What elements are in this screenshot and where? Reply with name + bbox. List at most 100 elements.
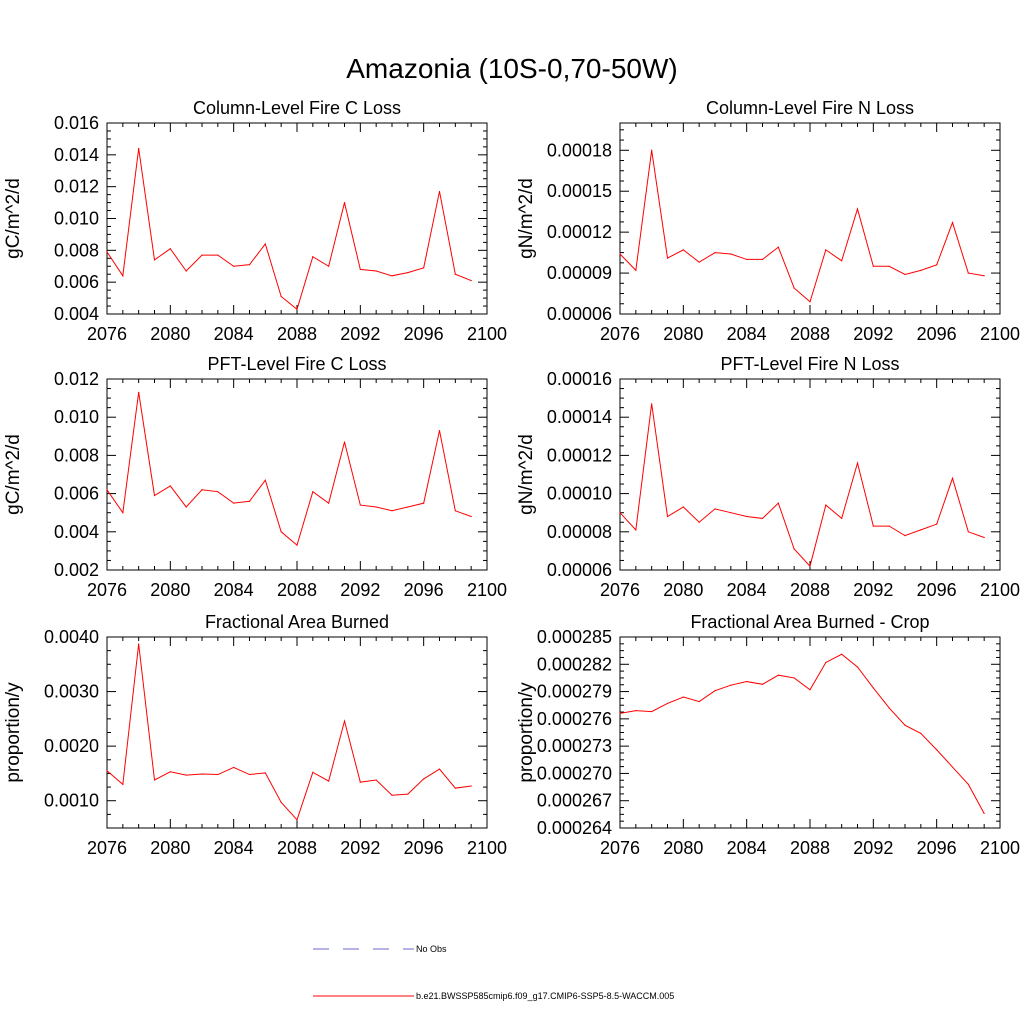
data-point [122,783,124,785]
data-point [438,768,441,770]
y-tick-label: 0.010 [54,407,99,427]
data-point [904,273,906,276]
y-axis-label: gN/m^2/d [516,178,537,259]
y-tick-label: 0.000267 [537,791,612,811]
y-tick-label: 0.004 [54,304,99,324]
data-point [714,508,716,510]
data-point [153,779,156,781]
data-point [936,749,938,751]
data-point [682,696,684,698]
data-point [106,251,108,253]
data-point [967,783,969,785]
y-tick-label: 0.0020 [44,736,99,756]
y-tick-label: 0.002 [54,560,99,580]
data-point [619,712,621,715]
data-point [423,267,425,269]
data-point [793,287,795,289]
data-point [264,772,266,774]
data-point [454,787,456,789]
data-point [470,515,472,518]
y-tick-label: 0.00009 [547,263,612,283]
data-point [651,710,653,713]
data-point [264,479,266,481]
y-axis-label: proportion/y [516,682,537,783]
data-point [138,391,140,393]
y-tick-label: 0.008 [54,240,99,260]
x-tick-label: 2076 [600,838,640,858]
data-point [841,653,843,655]
x-tick-label: 2076 [600,580,640,600]
data-point [185,270,187,272]
data-point [920,732,922,735]
data-point [761,258,764,261]
x-tick-label: 2076 [87,324,127,344]
x-tick-label: 2096 [404,838,444,858]
y-tick-label: 0.012 [54,369,99,389]
data-point [682,506,684,508]
x-tick-label: 2096 [917,838,957,858]
data-point [904,724,906,726]
y-tick-label: 0.000282 [537,654,612,674]
data-point [983,812,985,815]
panel-pft-level-fire-n-loss: PFT-Level Fire N Loss gN/m^2/d 2076 2080 208… [516,354,1020,600]
y-tick-label: 0.000285 [537,627,612,647]
y-tick-label: 0.00006 [547,304,612,324]
panel-title: PFT-Level Fire N Loss [720,354,899,374]
data-point [169,248,171,250]
y-tick-label: 0.00012 [547,445,612,465]
data-point [233,766,235,769]
legend-label-no-obs: No Obs [416,944,447,954]
y-tick-label: 0.000273 [537,736,612,756]
data-point [841,260,843,262]
x-tick-label: 2096 [917,580,957,600]
x-tick-label: 2076 [600,324,640,344]
series-line [619,653,985,814]
data-point [809,565,811,567]
data-point [635,710,637,712]
data-point [391,794,393,796]
x-tick-label: 2076 [87,580,127,600]
data-point [391,275,393,277]
data-point [793,677,795,679]
data-point [872,525,874,527]
x-tick-label: 2084 [727,324,767,344]
data-point [312,256,314,258]
data-point [746,680,748,683]
data-point [888,707,890,709]
data-point [153,494,156,497]
x-tick-label: 2096 [404,324,444,344]
x-tick-label: 2092 [853,580,893,600]
data-point [856,462,859,464]
series-line [106,392,472,547]
data-point [138,643,140,645]
data-point [375,779,377,781]
data-point [651,149,653,151]
data-point [761,683,764,685]
data-point [841,517,843,520]
data-point [666,702,669,704]
y-tick-label: 0.0040 [44,627,99,647]
y-tick-label: 0.00015 [547,181,612,201]
data-point [217,773,219,776]
data-point [233,265,235,267]
panel-pft-level-fire-c-loss: PFT-Level Fire C Loss gC/m^2/d 2076 2080 208… [3,354,507,600]
figure-title: Amazonia (10S-0,70-50W) [346,53,677,84]
panel-column-level-fire-c-loss: Column-Level Fire C Loss gC/m^2/d 2076 2080… [3,98,507,344]
data-point [407,506,409,508]
data-point [635,269,637,271]
y-tick-label: 0.00006 [547,560,612,580]
y-tick-label: 0.012 [54,177,99,197]
data-point [296,308,298,310]
x-tick-label: 2088 [790,580,830,600]
y-tick-label: 0.000270 [537,763,612,783]
data-point [248,500,251,502]
x-tick-label: 2092 [853,838,893,858]
y-tick-label: 0.00018 [547,140,612,160]
y-tick-label: 0.00008 [547,522,612,542]
x-tick-label: 2092 [853,324,893,344]
x-tick-label: 2084 [727,580,767,600]
x-tick-label: 2084 [727,838,767,858]
data-point [888,525,890,527]
data-point [217,254,219,256]
